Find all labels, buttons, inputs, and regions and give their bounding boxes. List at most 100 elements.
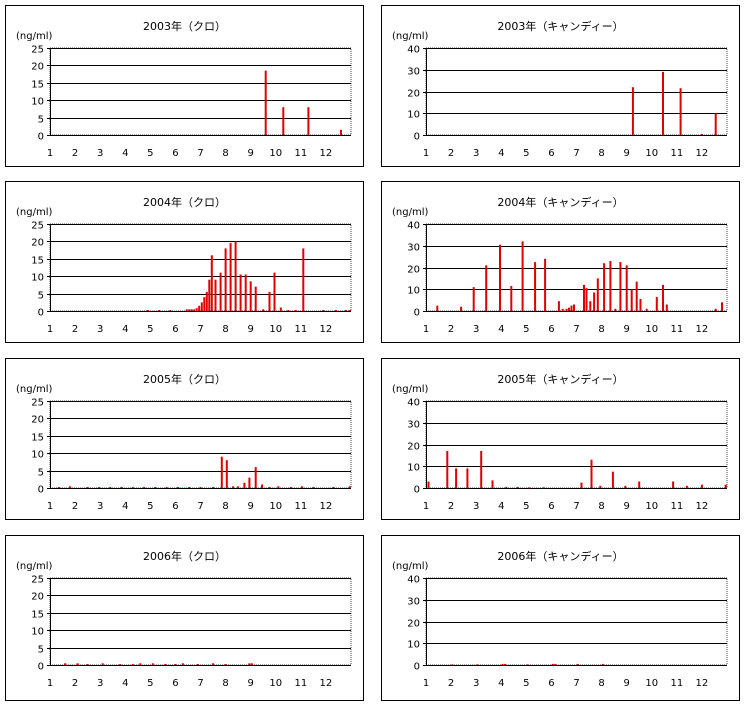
bar: [143, 487, 146, 488]
x-tick-label: 1: [423, 324, 429, 335]
bar: [164, 664, 167, 665]
y-tick-label: 25: [31, 575, 44, 586]
y-tick-label: 30: [407, 243, 420, 254]
x-tick-label: 10: [645, 501, 658, 512]
x-tick-label: 10: [269, 324, 282, 335]
x-tick-label: 11: [294, 678, 307, 689]
chart-panel-2003-candy: 2003年（キャンディー） (ng/ml) 0 10 20 30 40 1 2 3 4 5 6 7 8 9 10…: [381, 5, 740, 167]
x-tick-label: 4: [122, 501, 128, 512]
x-tick-label: 7: [197, 501, 203, 512]
bar: [662, 71, 664, 135]
bar: [205, 291, 208, 311]
x-tick-label: 4: [122, 678, 128, 689]
x-tick-label: 12: [696, 501, 709, 512]
bar: [212, 487, 214, 488]
x-tick-label: 7: [197, 324, 203, 335]
x-tick-label: 9: [247, 678, 253, 689]
y-tick-label: 5: [38, 468, 44, 479]
bar: [57, 487, 60, 488]
bar: [568, 307, 570, 311]
y-axis-unit: (ng/ml): [392, 31, 429, 42]
bar: [261, 484, 263, 488]
x-tick-label: 5: [147, 678, 153, 689]
x-tick-label: 10: [269, 148, 282, 159]
plot-area-border: [49, 400, 352, 489]
plot-area-border: [425, 400, 728, 489]
y-tick-label: 0: [414, 308, 420, 319]
y-tick-label: 40: [407, 398, 420, 409]
chart-panel-2004-kuro: 2004年（クロ） (ng/ml) 0 5 10 15 20 25 1 2 3 4 5 6 7 8 9 10 11 1…: [5, 181, 364, 343]
x-tick-label: 4: [498, 324, 504, 335]
y-tick-label: 0: [414, 132, 420, 143]
y-tick-label: 10: [31, 627, 44, 638]
y-axis-unit: (ng/ml): [392, 384, 429, 395]
bar: [609, 261, 612, 311]
bar: [146, 310, 149, 311]
bar: [332, 487, 335, 488]
chart-panel-2004-candy: 2004年（キャンディー） (ng/ml) 0 10 20 30 40 1 2 3 4 5 6 7 8 9 10…: [381, 181, 740, 343]
x-tick-label: 6: [548, 148, 554, 159]
bar: [527, 487, 530, 489]
bar: [596, 278, 599, 311]
x-tick-label: 8: [222, 324, 228, 335]
x-tick-label: 5: [147, 324, 153, 335]
bar: [273, 272, 276, 311]
x-tick-label: 11: [670, 324, 683, 335]
bar: [287, 310, 290, 311]
y-tick-label: 0: [414, 662, 420, 673]
y-tick-label: 20: [407, 265, 420, 276]
y-tick-label: 5: [38, 291, 44, 302]
y-tick-label: 30: [407, 420, 420, 431]
x-tick-label: 8: [598, 501, 604, 512]
chart-panel-2005-kuro: 2005年（クロ） (ng/ml) 0 5 10 15 20 25 1 2 3 4 5 6 7 8 9 10 11 1…: [5, 358, 364, 520]
bar: [645, 308, 648, 311]
bar: [322, 310, 325, 311]
bar: [491, 480, 494, 488]
chart-title: 2006年（クロ）: [143, 550, 226, 563]
x-tick-label: 5: [523, 148, 529, 159]
x-tick-label: 12: [696, 148, 709, 159]
x-tick-label: 2: [448, 501, 454, 512]
y-tick-label: 0: [38, 308, 44, 319]
bar: [345, 310, 347, 311]
bar: [603, 263, 606, 311]
y-tick-label: 10: [407, 463, 420, 474]
bar: [630, 289, 633, 312]
x-tick-label: 1: [47, 501, 53, 512]
bar: [268, 487, 271, 488]
bar: [254, 286, 257, 311]
y-axis-unit: (ng/ml): [392, 561, 429, 572]
bar: [119, 664, 122, 665]
chart-panel-2006-kuro: 2006年（クロ） (ng/ml) 0 5 10 15 20 25 1 2 3 4 5 6 7 8 9 10 11 1…: [5, 535, 364, 701]
x-tick-label: 3: [473, 324, 479, 335]
x-tick-label: 10: [645, 324, 658, 335]
bar: [244, 274, 247, 311]
y-tick-label: 10: [407, 640, 420, 651]
x-tick-label: 10: [645, 148, 658, 159]
x-tick-label: 12: [696, 678, 709, 689]
bar: [714, 113, 717, 136]
bar: [101, 663, 104, 665]
x-tick-label: 3: [97, 678, 103, 689]
x-tick-label: 7: [573, 678, 579, 689]
y-tick-label: 20: [407, 442, 420, 453]
x-tick-label: 7: [573, 501, 579, 512]
bar: [724, 484, 727, 488]
y-tick-label: 20: [31, 415, 44, 426]
bar: [289, 487, 292, 488]
x-tick-label: 9: [623, 324, 629, 335]
y-axis-unit: (ng/ml): [16, 384, 53, 395]
bar: [165, 487, 168, 488]
x-tick-label: 3: [97, 148, 103, 159]
y-tick-label: 20: [407, 619, 420, 630]
x-tick-label: 10: [269, 678, 282, 689]
bar: [282, 107, 285, 135]
x-tick-label: 8: [222, 678, 228, 689]
bar: [174, 664, 177, 665]
bar: [250, 663, 253, 665]
bar: [625, 265, 628, 311]
bar: [679, 88, 682, 135]
